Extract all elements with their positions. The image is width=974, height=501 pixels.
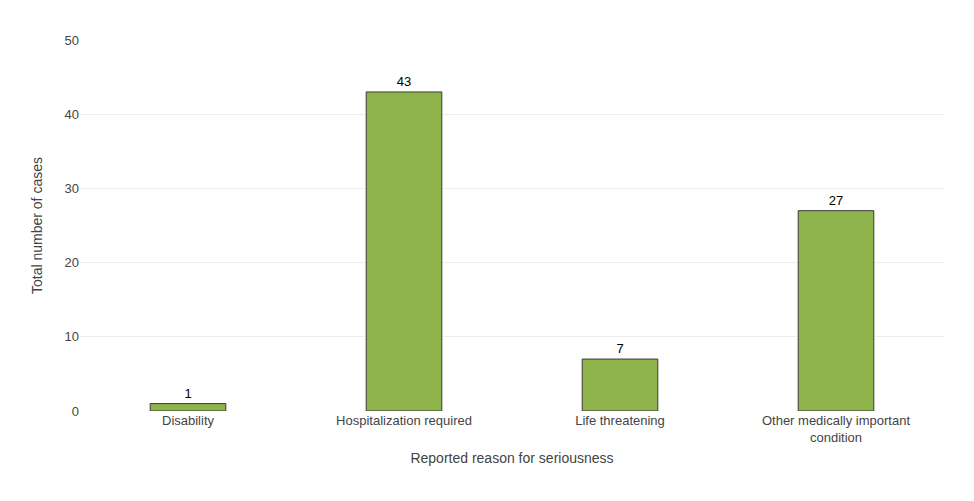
- svg-text:7: 7: [616, 341, 623, 356]
- svg-text:20: 20: [65, 255, 79, 270]
- svg-text:Life threatening: Life threatening: [575, 413, 665, 428]
- svg-text:27: 27: [829, 193, 843, 208]
- svg-text:43: 43: [397, 74, 411, 89]
- svg-text:Other medically importantcondi: Other medically importantcondition: [762, 413, 910, 445]
- svg-text:40: 40: [65, 107, 79, 122]
- svg-text:0: 0: [72, 404, 79, 419]
- svg-text:50: 50: [65, 33, 79, 48]
- svg-text:Reported reason for seriousnes: Reported reason for seriousness: [410, 450, 613, 466]
- svg-text:Total number of cases: Total number of cases: [29, 157, 45, 294]
- svg-text:1: 1: [184, 386, 191, 401]
- svg-text:30: 30: [65, 181, 79, 196]
- svg-text:10: 10: [65, 329, 79, 344]
- svg-text:Disability: Disability: [162, 413, 215, 428]
- svg-text:Hospitalization required: Hospitalization required: [336, 413, 472, 428]
